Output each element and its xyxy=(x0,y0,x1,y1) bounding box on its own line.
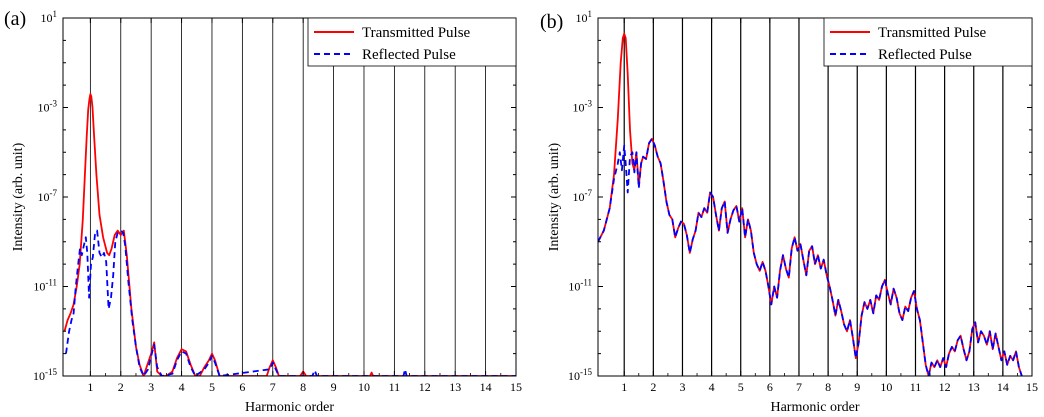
y-tick-label: 101 xyxy=(576,9,593,25)
legend-box xyxy=(307,17,517,67)
y-tick-label: 10-7 xyxy=(573,188,593,204)
x-axis-title: Harmonic order xyxy=(770,400,859,415)
x-tick-label: 15 xyxy=(510,380,522,394)
x-tick-label: 11 xyxy=(389,380,401,394)
x-tick-label: 12 xyxy=(939,380,951,394)
x-tick-label: 2 xyxy=(118,380,124,394)
x-tick-label: 9 xyxy=(854,380,860,394)
y-tick-label: 10-3 xyxy=(573,99,593,115)
chart-panel-b: 1 2 3 4 5 6 7 8 9 10 11 12 13 14 1510110-310-710-1110-… xyxy=(540,9,1038,415)
x-tick-label: 13 xyxy=(968,380,980,394)
x-tick-label: 1 xyxy=(621,380,627,394)
x-tick-label: 14 xyxy=(997,380,1009,394)
x-tick-label: 1 xyxy=(87,380,93,394)
legend-box xyxy=(823,17,1033,67)
y-tick-label: 101 xyxy=(41,9,58,25)
series-line-transmitted xyxy=(63,93,516,376)
panel-label: (a) xyxy=(4,8,26,30)
x-tick-label: 4 xyxy=(179,380,185,394)
y-tick-label: 10-15 xyxy=(33,367,57,383)
y-tick-label: 10-11 xyxy=(568,278,592,294)
x-tick-label: 8 xyxy=(300,380,306,394)
x-tick-label: 8 xyxy=(825,380,831,394)
x-tick-label: 15 xyxy=(1026,380,1038,394)
y-tick-label: 10-3 xyxy=(38,99,58,115)
x-tick-label: 11 xyxy=(910,380,922,394)
x-tick-label: 5 xyxy=(209,380,215,394)
y-axis-title: Intensity (arb. unit) xyxy=(11,142,26,251)
x-tick-label: 6 xyxy=(239,380,245,394)
x-axis-title: Harmonic order xyxy=(245,400,334,415)
x-tick-label: 3 xyxy=(148,380,154,394)
x-tick-label: 14 xyxy=(480,380,492,394)
x-tick-label: 3 xyxy=(679,380,685,394)
x-tick-label: 7 xyxy=(796,380,802,394)
series-line-transmitted xyxy=(598,32,1023,376)
x-tick-label: 6 xyxy=(767,380,773,394)
legend-label-reflected: Reflected Pulse xyxy=(362,47,456,63)
series-line-reflected xyxy=(598,137,1023,376)
x-tick-label: 5 xyxy=(738,380,744,394)
x-tick-label: 7 xyxy=(270,380,276,394)
x-tick-label: 10 xyxy=(358,380,370,394)
x-tick-label: 10 xyxy=(880,380,892,394)
x-tick-label: 2 xyxy=(650,380,656,394)
legend-label-reflected: Reflected Pulse xyxy=(878,47,972,63)
y-tick-label: 10-15 xyxy=(568,367,592,383)
plot-frame xyxy=(597,17,1033,377)
x-tick-label: 13 xyxy=(449,380,461,394)
x-tick-label: 4 xyxy=(709,380,715,394)
x-tick-label: 12 xyxy=(419,380,431,394)
legend-label-transmitted: Transmitted Pulse xyxy=(878,25,987,41)
panel-label: (b) xyxy=(540,11,563,33)
plot-frame xyxy=(62,17,517,377)
y-tick-label: 10-7 xyxy=(38,188,58,204)
y-tick-label: 10-11 xyxy=(33,278,57,294)
chart-panel-a: 1 2 3 4 5 6 7 8 9 10 11 12 13 14 1510110-310-710-1110-… xyxy=(4,8,522,415)
legend-label-transmitted: Transmitted Pulse xyxy=(362,25,471,41)
y-axis-title: Intensity (arb. unit) xyxy=(547,142,562,251)
series-line-reflected xyxy=(65,229,516,376)
x-tick-label: 9 xyxy=(331,380,337,394)
